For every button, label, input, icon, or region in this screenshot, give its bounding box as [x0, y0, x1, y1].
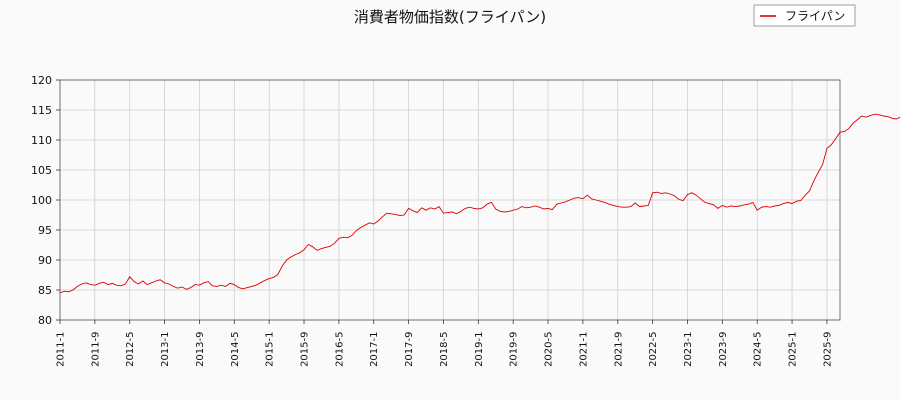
x-tick-label: 2021-9: [613, 332, 624, 367]
x-tick-label: 2023-1: [683, 332, 694, 367]
x-tick-label: 2013-9: [195, 332, 206, 367]
y-tick-label: 95: [38, 224, 52, 237]
x-tick-label: 2017-9: [404, 332, 415, 367]
x-tick-label: 2023-9: [718, 332, 729, 367]
legend: フライパン: [753, 4, 856, 27]
x-tick-label: 2018-5: [439, 332, 450, 367]
x-tick-label: 2011-1: [56, 332, 67, 367]
x-tick-label: 2021-1: [578, 332, 589, 367]
grid: [59, 79, 840, 321]
y-tick-label: 80: [38, 314, 52, 327]
y-tick-label: 85: [38, 284, 52, 297]
x-tick-label: 2015-1: [265, 332, 276, 367]
y-tick-label: 90: [38, 254, 52, 267]
x-tick-label: 2012-5: [125, 332, 136, 367]
legend-box: [753, 4, 856, 27]
y-tick-label: 110: [31, 134, 52, 147]
x-tick-label: 2022-5: [648, 332, 659, 367]
x-tick-label: 2019-1: [474, 332, 485, 367]
y-axis: 80 85 90 95 100 105 110 115 120: [31, 74, 60, 327]
x-tick-label: 2011-9: [90, 332, 101, 367]
x-tick-label: 2024-5: [753, 332, 764, 367]
x-tick-label: 2016-5: [334, 332, 345, 367]
y-tick-label: 105: [31, 164, 52, 177]
x-tick-label: 2019-9: [509, 332, 520, 367]
series-line-frying-pan: [59, 113, 900, 294]
y-tick-label: 120: [31, 74, 52, 87]
x-tick-label: 2025-9: [822, 332, 833, 367]
legend-label: フライパン: [785, 9, 845, 23]
x-tick-label: 2020-5: [544, 332, 555, 367]
y-tick-label: 115: [31, 104, 52, 117]
x-tick-label: 2025-1: [788, 332, 799, 367]
y-tick-label: 100: [31, 194, 52, 207]
x-tick-label: 2013-1: [160, 332, 171, 367]
x-tick-label: 2015-9: [300, 332, 311, 367]
x-tick-label: 2014-5: [230, 332, 241, 367]
chart-title: 消費者物価指数(フライパン): [354, 8, 546, 26]
x-axis: 2011-1 2011-9 2012-5 2013-1 2013-9 2014-5 2015…: [56, 320, 833, 367]
x-tick-label: 2017-1: [369, 332, 380, 367]
